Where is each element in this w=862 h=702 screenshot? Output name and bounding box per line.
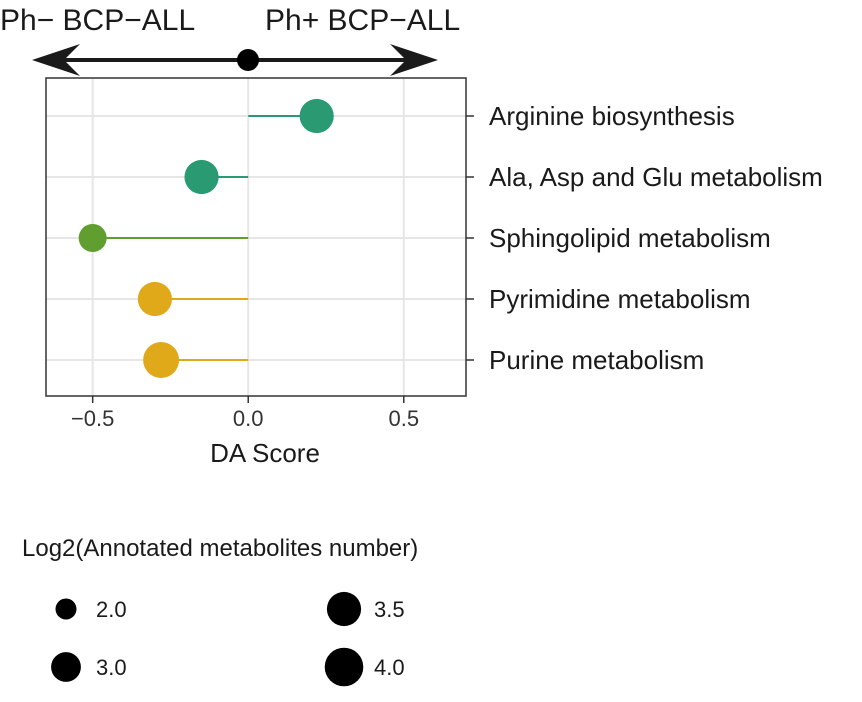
x-tick-label: −0.5 — [71, 406, 114, 431]
lollipop-points — [78, 98, 334, 378]
legend-label: 2.0 — [96, 597, 127, 622]
arrow-left-head — [32, 44, 80, 76]
y-tick-label: Arginine biosynthesis — [489, 101, 735, 131]
x-tick-label: 0.5 — [388, 406, 419, 431]
arrow-center-dot — [237, 49, 259, 71]
x-axis-title: DA Score — [210, 438, 320, 468]
legend-label: 3.5 — [374, 597, 405, 622]
y-tick-label: Purine metabolism — [489, 345, 704, 375]
header-left-label: Ph− BCP−ALL — [0, 4, 195, 37]
legend-key — [51, 652, 81, 682]
lollipop-point — [78, 223, 107, 253]
legend-key — [326, 591, 362, 627]
lollipop-point — [184, 159, 219, 195]
plot-border — [45, 77, 467, 397]
size-legend: Log2(Annotated metabolites number) 2.0 3.… — [22, 535, 418, 687]
header-right-label: Ph+ BCP−ALL — [265, 4, 460, 37]
x-axis: −0.5 0.0 0.5 — [71, 396, 419, 431]
legend-label: 3.0 — [96, 655, 127, 680]
lollipop-point — [299, 98, 334, 134]
lollipop-point — [143, 342, 180, 378]
y-axis: Arginine biosynthesis Ala, Asp and Glu me… — [466, 101, 823, 375]
direction-arrow — [32, 44, 438, 76]
lollipop-point — [137, 281, 172, 317]
x-tick-label: 0.0 — [233, 406, 264, 431]
legend-items: 2.0 3.5 3.0 4.0 — [51, 591, 405, 687]
arrow-right-head — [390, 44, 438, 76]
plot-area: Arginine biosynthesis Ala, Asp and Glu me… — [45, 77, 823, 431]
y-tick-label: Sphingolipid metabolism — [489, 223, 771, 253]
y-tick-label: Pyrimidine metabolism — [489, 284, 751, 314]
legend-key — [55, 598, 77, 620]
legend-title: Log2(Annotated metabolites number) — [22, 535, 418, 562]
y-tick-label: Ala, Asp and Glu metabolism — [489, 162, 823, 192]
legend-key — [324, 647, 364, 687]
legend-label: 4.0 — [374, 655, 405, 680]
